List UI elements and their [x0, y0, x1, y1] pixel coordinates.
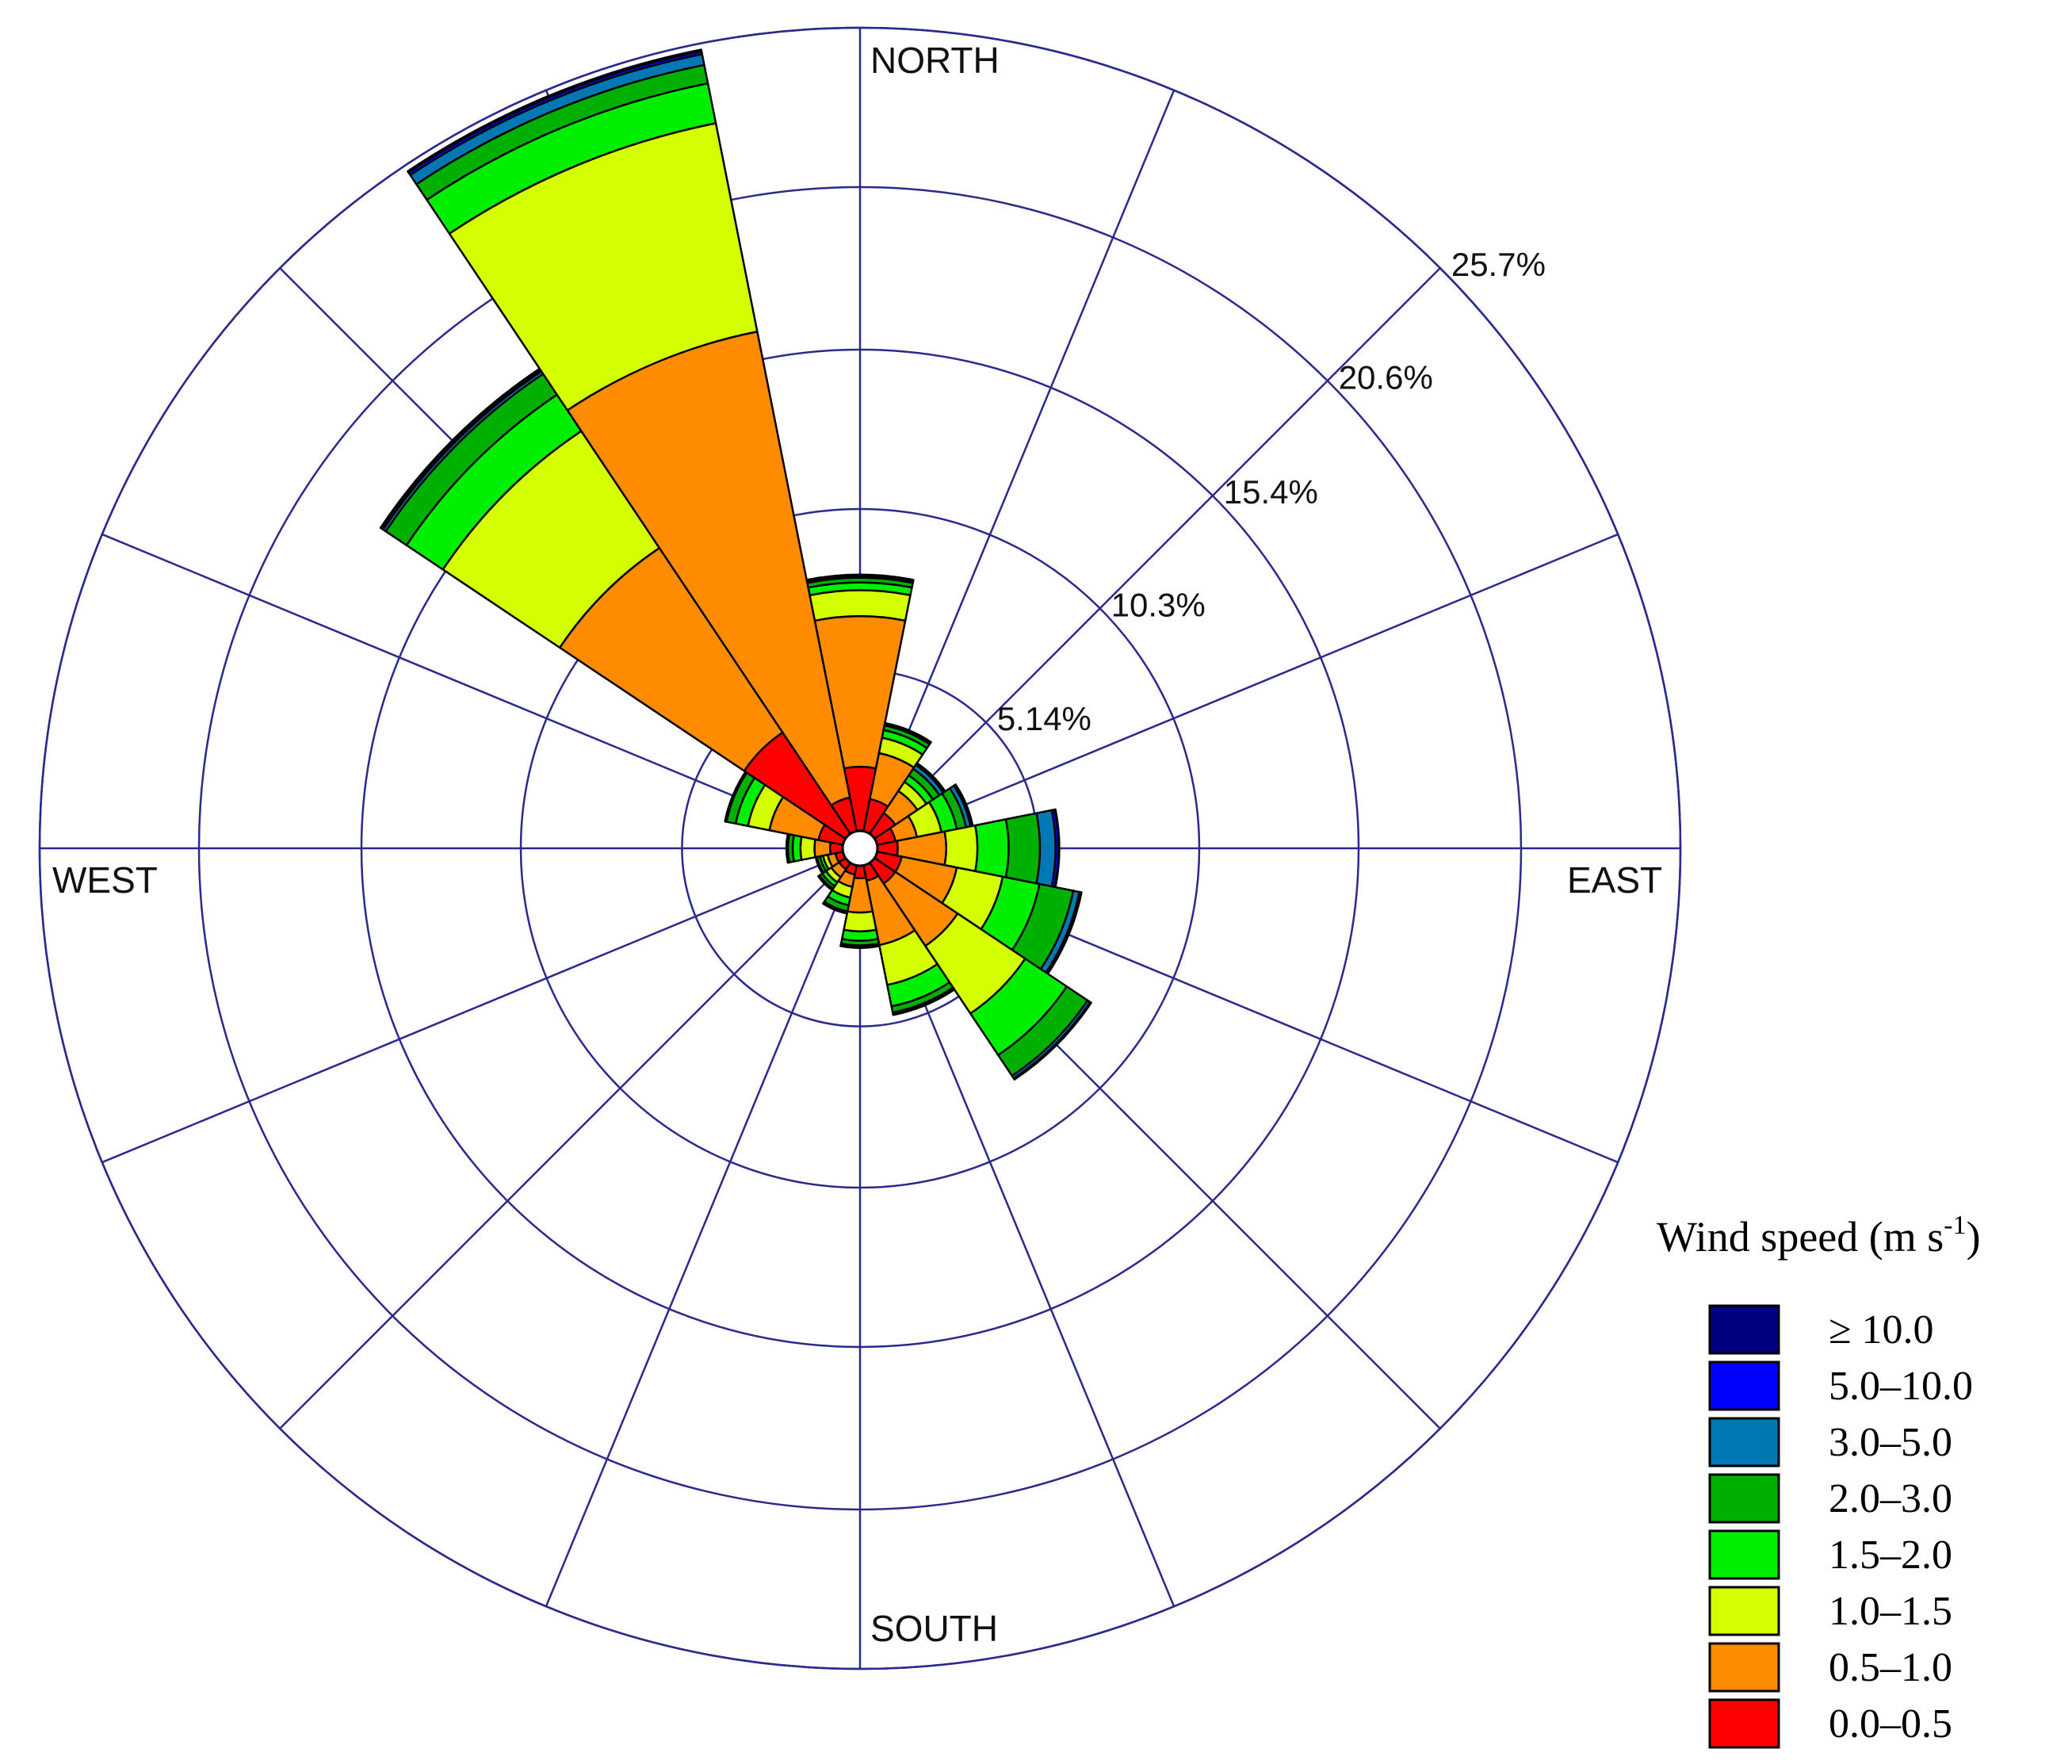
ring-label-1: 5.14%	[997, 700, 1091, 737]
legend-label-1: ≥ 10.0	[1829, 1307, 1934, 1353]
petal-SE-bin-8	[1013, 1001, 1092, 1081]
legend-swatch-8	[1708, 1698, 1780, 1749]
calm-center-circle	[841, 829, 879, 867]
legend-label-2: 5.0–10.0	[1829, 1364, 1973, 1409]
ring-label-4: 20.6%	[1339, 358, 1433, 396]
petal-S-bin-8	[839, 944, 881, 949]
grid-spoke-NNE	[866, 90, 1176, 833]
petal-N-bin-3	[809, 589, 912, 622]
grid-spoke-SW	[279, 859, 849, 1429]
ring-labels: 5.14% 10.3% 15.4% 20.6% 25.7%	[997, 246, 1546, 737]
legend-swatch-5	[1708, 1529, 1780, 1580]
legend-title-superscript: -1	[1944, 1211, 1966, 1240]
legend-swatch-4	[1708, 1473, 1780, 1524]
compass-label-east: EAST	[1567, 859, 1662, 901]
legend-label-5: 1.5–2.0	[1829, 1532, 1952, 1578]
legend-label-4: 2.0–3.0	[1829, 1476, 1952, 1521]
legend-swatch-7	[1708, 1642, 1780, 1693]
petal-E-bin-4	[974, 818, 1010, 878]
petal-SSW-bin-8	[822, 902, 848, 915]
grid-spoke-WSW	[101, 854, 845, 1164]
legend-label-6: 1.0–1.5	[1829, 1589, 1952, 1634]
petal-W-bin-3	[799, 836, 816, 861]
petal-SW-bin-8	[817, 874, 834, 891]
grid-spoke-NE	[871, 267, 1441, 837]
petal-E-bin-5	[1004, 812, 1042, 885]
petal-E-bin-3	[943, 824, 979, 873]
legend-title: Wind speed (m s-1)	[1657, 1211, 1981, 1261]
legend-swatch-3	[1708, 1417, 1780, 1467]
legend-label-7: 0.5–1.0	[1829, 1645, 1952, 1690]
ring-label-3: 15.4%	[1224, 473, 1318, 511]
legend-swatch-1	[1708, 1304, 1780, 1355]
legend-title-main: Wind speed (m s	[1657, 1213, 1944, 1261]
compass-label-south: SOUTH	[870, 1608, 998, 1649]
ring-label-2: 10.3%	[1111, 586, 1206, 623]
petal-SSE-bin-8	[892, 988, 956, 1016]
grid-spoke-ENE	[875, 533, 1619, 843]
legend-swatch-6	[1708, 1586, 1780, 1636]
grid-spoke-WNW	[101, 533, 845, 843]
polar-grid	[38, 26, 1682, 1670]
petal-S-bin-3	[843, 910, 877, 932]
ring-label-5: 25.7%	[1451, 246, 1546, 283]
legend-swatch-2	[1708, 1360, 1780, 1411]
petal-N-bin-8	[805, 573, 915, 582]
grid-spoke-SSW	[545, 863, 854, 1607]
petal-NNE-bin-8	[884, 721, 932, 744]
petal-NNW-bin-8	[407, 48, 703, 174]
legend-label-8: 0.0–0.5	[1829, 1701, 1952, 1747]
legend: Wind speed (m s-1) ≥ 10.0 5.0–10.0 3.0–5.0…	[1657, 1211, 1981, 1749]
petal-E-bin-6	[1035, 809, 1057, 888]
compass-label-north: NORTH	[870, 40, 1000, 81]
wind-petals	[379, 48, 1092, 1081]
legend-items: ≥ 10.0 5.0–10.0 3.0–5.0 2.0–3.0 1.5–2.0 1.0–1…	[1708, 1304, 1973, 1749]
legend-title-end: )	[1967, 1213, 1981, 1261]
compass-label-west: WEST	[52, 859, 158, 901]
legend-label-3: 3.0–5.0	[1829, 1420, 1952, 1465]
